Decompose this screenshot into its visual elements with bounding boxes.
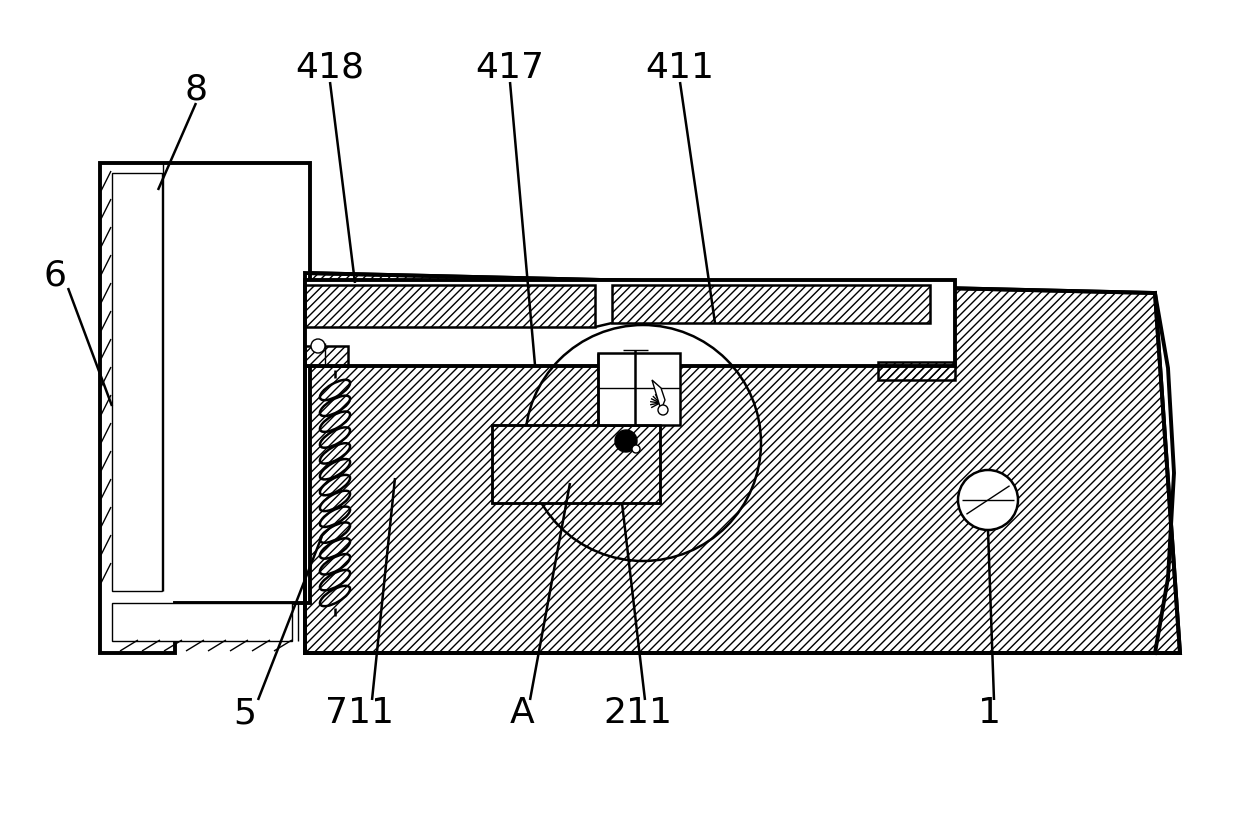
Text: A: A [510,696,534,730]
Bar [305,285,595,327]
Bar [878,362,955,380]
Text: 411: 411 [646,51,714,85]
Bar [492,425,660,503]
Bar [878,362,955,380]
Bar [112,603,291,641]
Circle shape [615,430,637,452]
Bar [112,173,162,591]
Text: 8: 8 [185,73,207,107]
Bar [305,346,348,366]
Polygon shape [100,163,310,653]
Text: 6: 6 [43,259,67,293]
Bar [613,285,930,323]
Bar [492,425,660,503]
Circle shape [311,339,325,353]
Bar [613,285,930,323]
Bar [492,425,660,503]
Circle shape [959,470,1018,530]
Text: 711: 711 [325,696,394,730]
Bar [305,285,595,327]
Bar [305,280,955,366]
Bar [598,353,680,425]
Text: 417: 417 [475,51,544,85]
Circle shape [658,405,668,415]
Text: 418: 418 [295,51,365,85]
Bar [305,346,348,366]
Text: 1: 1 [978,696,1002,730]
Polygon shape [305,273,1180,653]
Circle shape [632,445,640,453]
Text: 211: 211 [604,696,672,730]
Polygon shape [652,380,665,410]
Text: 5: 5 [233,696,257,730]
